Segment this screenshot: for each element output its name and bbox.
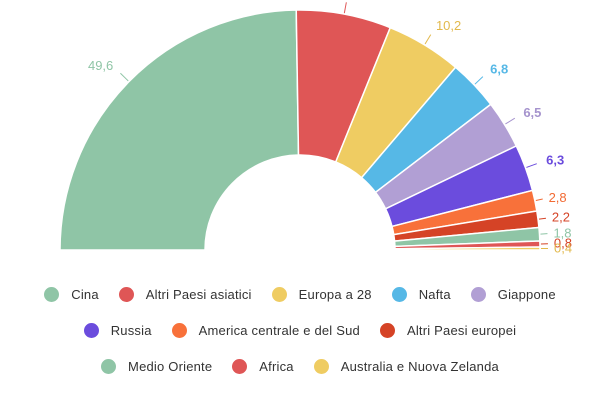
legend-label: Europa a 28 [298, 286, 372, 302]
legend-swatch [171, 322, 187, 338]
value-label: 49,6 [88, 58, 113, 73]
legend-swatch [379, 322, 395, 338]
value-label: 0,8 [554, 236, 572, 251]
legend-row: Russia America centrale e del Sud Altri Pa… [0, 312, 600, 348]
label-leader [343, 2, 347, 14]
legend-row: Medio Oriente Africa Australia e Nuova Zel… [0, 348, 600, 384]
label-leader [505, 117, 516, 125]
slice-cina [59, 9, 300, 251]
legend-item[interactable]: Medio Oriente [101, 358, 213, 374]
legend-swatch [232, 358, 248, 374]
legend-label: Nafta [418, 286, 451, 302]
label-leader [474, 76, 484, 85]
legend-label: Africa [259, 358, 294, 374]
legend-label: Altri Paesi europei [406, 322, 517, 338]
legend-item[interactable]: America centrale e del Sud [171, 322, 360, 338]
legend-swatch [271, 286, 287, 302]
label-leader [538, 217, 547, 220]
chart-legend: Cina Altri Paesi asiatici Europa a 28 Nafta… [0, 276, 600, 384]
value-label: 2,2 [552, 209, 570, 224]
legend-label: America centrale e del Sud [198, 322, 360, 338]
label-leader [424, 34, 432, 45]
legend-item[interactable]: Altri Paesi asiatici [118, 286, 252, 302]
legend-swatch [470, 286, 486, 302]
value-label: 6,8 [490, 62, 508, 77]
legend-item[interactable]: Nafta [391, 286, 451, 302]
legend-swatch [101, 358, 117, 374]
label-leader [120, 72, 129, 82]
legend-label: Giappone [497, 286, 556, 302]
legend-item[interactable]: Africa [232, 358, 294, 374]
legend-item[interactable]: Altri Paesi europei [379, 322, 517, 338]
legend-label: Medio Oriente [128, 358, 213, 374]
legend-label: Australia e Nuova Zelanda [340, 358, 499, 374]
label-leader [535, 198, 543, 201]
value-label: 6,5 [523, 105, 541, 120]
legend-label: Altri Paesi asiatici [145, 286, 252, 302]
legend-label: Russia [110, 322, 152, 338]
legend-item[interactable]: Russia [83, 322, 152, 338]
semi-donut-chart: 49,612,810,26,86,56,32,82,21,80,80,4 [59, 2, 572, 255]
legend-swatch [118, 286, 134, 302]
value-label: 1,8 [553, 225, 571, 240]
value-label: 10,2 [436, 18, 461, 33]
legend-item[interactable]: Australia e Nuova Zelanda [313, 358, 499, 374]
value-label: 2,8 [549, 190, 567, 205]
legend-swatch [83, 322, 99, 338]
legend-row: Cina Altri Paesi asiatici Europa a 28 Nafta… [0, 276, 600, 312]
value-label: 0,4 [554, 240, 572, 255]
slice-australia-e-nuova-zelanda [394, 246, 541, 251]
legend-item[interactable]: Cina [44, 286, 99, 302]
legend-label: Cina [71, 286, 99, 302]
legend-item[interactable]: Giappone [470, 286, 556, 302]
legend-swatch [313, 358, 329, 374]
legend-swatch [391, 286, 407, 302]
label-leader [526, 163, 537, 168]
value-label: 6,3 [546, 152, 564, 167]
legend-item[interactable]: Europa a 28 [271, 286, 372, 302]
legend-swatch [44, 286, 60, 302]
